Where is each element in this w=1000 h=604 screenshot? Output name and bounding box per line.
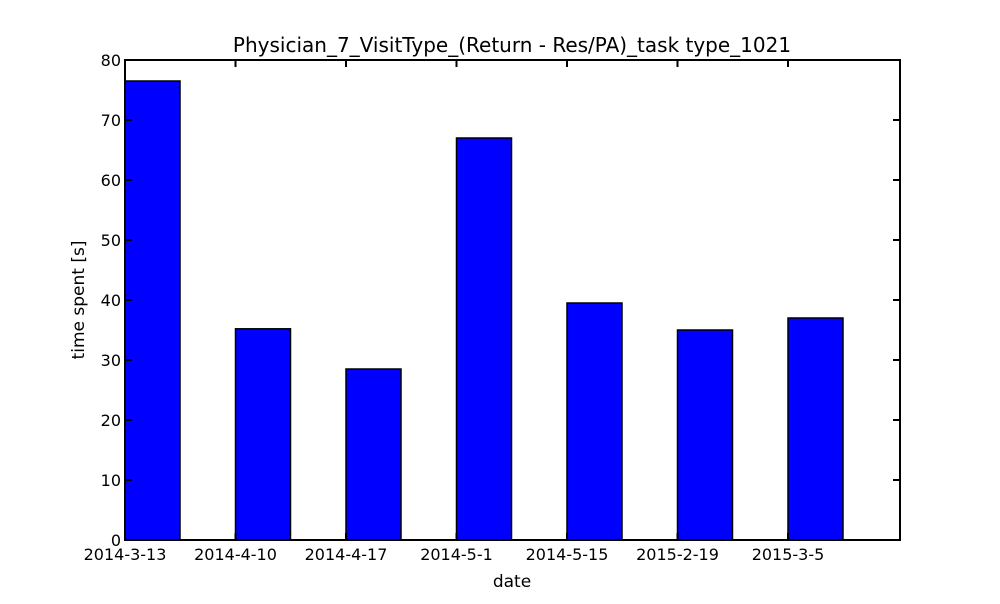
axis-ticks xyxy=(124,59,900,541)
bars xyxy=(124,80,844,541)
y-tick-label: 20 xyxy=(101,411,121,430)
x-tick-label: 2014-3-13 xyxy=(84,545,167,564)
y-tick-label: 50 xyxy=(101,231,121,250)
y-tick-label: 60 xyxy=(101,171,121,190)
x-axis-label: date xyxy=(493,572,531,592)
x-tick-label: 2015-2-19 xyxy=(636,545,719,564)
bar-2014-4-10 xyxy=(234,328,292,541)
y-tick-label: 10 xyxy=(101,471,121,490)
x-tick-label: 2014-4-17 xyxy=(305,545,388,564)
bar-2015-2-19 xyxy=(676,329,734,541)
bar-2014-5-15 xyxy=(566,302,623,541)
x-tick-label: 2014-5-15 xyxy=(526,545,609,564)
x-tick-label: 2014-5-1 xyxy=(420,545,493,564)
y-axis-label: time spent [s] xyxy=(69,241,89,360)
y-tick-label: 80 xyxy=(101,51,121,70)
chart-title: Physician_7_VisitType_(Return - Res/PA)_… xyxy=(233,33,791,57)
bar-2014-4-17 xyxy=(345,368,402,541)
x-tick-label: 2014-4-10 xyxy=(194,545,277,564)
y-tick-label: 70 xyxy=(101,111,121,130)
bar-2014-5-1 xyxy=(455,137,513,541)
bar-2014-3-13 xyxy=(124,80,181,541)
axis-tick-labels: 2014-3-13 2014-4-10 2014-4-17 2014-5-1 2014-… xyxy=(84,51,825,564)
bar-2015-3-5 xyxy=(787,317,844,541)
y-tick-label: 40 xyxy=(101,291,121,310)
y-tick-label: 30 xyxy=(101,351,121,370)
y-tick-label: 0 xyxy=(111,531,121,550)
x-tick-label: 2015-3-5 xyxy=(752,545,825,564)
